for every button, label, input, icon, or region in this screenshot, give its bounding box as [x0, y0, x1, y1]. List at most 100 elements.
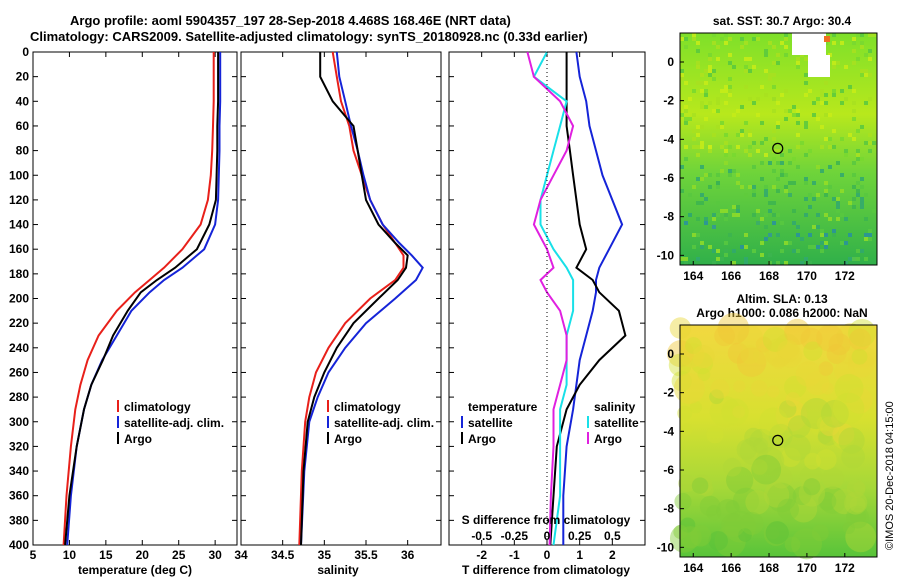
sst-cell — [832, 41, 836, 45]
sst-cell — [748, 145, 752, 149]
sst-cell — [744, 85, 748, 89]
sst-cell — [800, 261, 804, 265]
map-y-tick-label: 0 — [667, 55, 674, 69]
sst-cell — [740, 245, 744, 249]
sst-cell — [732, 153, 736, 157]
sla-cell — [848, 318, 877, 347]
sst-cell — [704, 81, 708, 85]
sst-cell — [760, 141, 764, 145]
sst-cell — [784, 89, 788, 93]
sla-cell — [846, 479, 866, 498]
sst-cell — [828, 165, 832, 169]
x-tick-label: 15 — [99, 548, 113, 562]
sst-cell — [684, 117, 688, 121]
sst-cell — [700, 101, 704, 105]
sst-cell — [796, 61, 800, 65]
sst-cell — [864, 141, 868, 145]
sla-cell — [745, 490, 770, 515]
sst-cell — [808, 233, 812, 237]
sst-cell — [804, 73, 808, 77]
sst-cell — [716, 109, 720, 113]
sst-cell — [756, 97, 760, 101]
sla-cell — [785, 392, 801, 407]
sst-cell — [820, 249, 824, 253]
sst-missing-data — [792, 33, 826, 55]
sst-cell — [856, 33, 860, 37]
sla-cell — [774, 333, 801, 360]
sst-cell — [768, 41, 772, 45]
sst-cell — [792, 157, 796, 161]
sst-cell — [712, 109, 716, 113]
sst-cell — [772, 97, 776, 101]
sst-cell — [852, 185, 856, 189]
sst-cell — [844, 153, 848, 157]
sla-cell — [772, 356, 785, 370]
y-tick-label: 300 — [9, 415, 29, 429]
sst-cell — [748, 97, 752, 101]
sst-cell — [716, 97, 720, 101]
sst-cell — [784, 261, 788, 265]
sst-cell — [752, 37, 756, 41]
sla-cell — [699, 495, 721, 517]
sst-cell — [820, 125, 824, 129]
sla-cell — [800, 327, 823, 350]
series-line — [562, 51, 624, 545]
sst-cell — [824, 233, 828, 237]
sst-cell — [804, 57, 808, 61]
sst-cell — [780, 249, 784, 253]
x-tick-label: 20 — [136, 548, 150, 562]
sst-cell — [756, 37, 760, 41]
sst-cell — [804, 93, 808, 97]
x-tick-label: 2 — [609, 548, 616, 562]
sst-cell — [796, 57, 800, 61]
map-y-tick-label: -4 — [663, 132, 674, 146]
sst-cell — [792, 105, 796, 109]
sst-cell — [700, 201, 704, 205]
sla-cell — [838, 427, 865, 454]
sst-cell — [764, 189, 768, 193]
sst-cell — [840, 41, 844, 45]
sst-cell — [764, 93, 768, 97]
sla-cell — [762, 326, 788, 352]
y-tick-label: 220 — [9, 316, 29, 330]
sst-cell — [736, 209, 740, 213]
sst-cell — [852, 49, 856, 53]
sst-map-cells — [680, 33, 876, 265]
sst-cell — [696, 201, 700, 205]
sst-cell — [724, 89, 728, 93]
sst-cell — [728, 205, 732, 209]
sla-cell — [737, 324, 763, 351]
sst-cell — [832, 61, 836, 65]
legend-argo-label: Argo — [124, 432, 152, 446]
series-line — [64, 52, 220, 546]
salinity-panel: 34 34.5 35 35.5 36 — [234, 51, 442, 562]
sst-cell — [764, 49, 768, 53]
sla-cell — [679, 526, 702, 549]
sst-cell — [788, 241, 792, 245]
sst-cell — [732, 113, 736, 117]
sst-cell — [784, 33, 788, 37]
sst-cell — [744, 65, 748, 69]
map-y-tick-label: 0 — [667, 347, 674, 361]
sla-cell — [725, 500, 740, 515]
y-tick-label: 80 — [16, 144, 30, 158]
sst-cell — [712, 217, 716, 221]
series-line — [300, 52, 409, 546]
sst-cell — [868, 233, 872, 237]
sla-cell — [727, 342, 749, 364]
sst-cell — [856, 129, 860, 133]
y-tick-label: 180 — [9, 267, 29, 281]
sst-cell — [696, 133, 700, 137]
sst-cell — [804, 81, 808, 85]
sst-cell — [776, 149, 780, 153]
sla-cell — [832, 423, 855, 446]
map-x-tick-label: 164 — [683, 561, 703, 575]
sst-cell — [716, 181, 720, 185]
salinity-legend: climatology satellite-adj. clim. Argo — [327, 400, 434, 446]
sla-cell — [717, 312, 750, 345]
sst-cell — [812, 113, 816, 117]
sst-cell — [724, 209, 728, 213]
sst-cell — [768, 161, 772, 165]
sst-cell — [728, 37, 732, 41]
sst-cell — [696, 177, 700, 181]
